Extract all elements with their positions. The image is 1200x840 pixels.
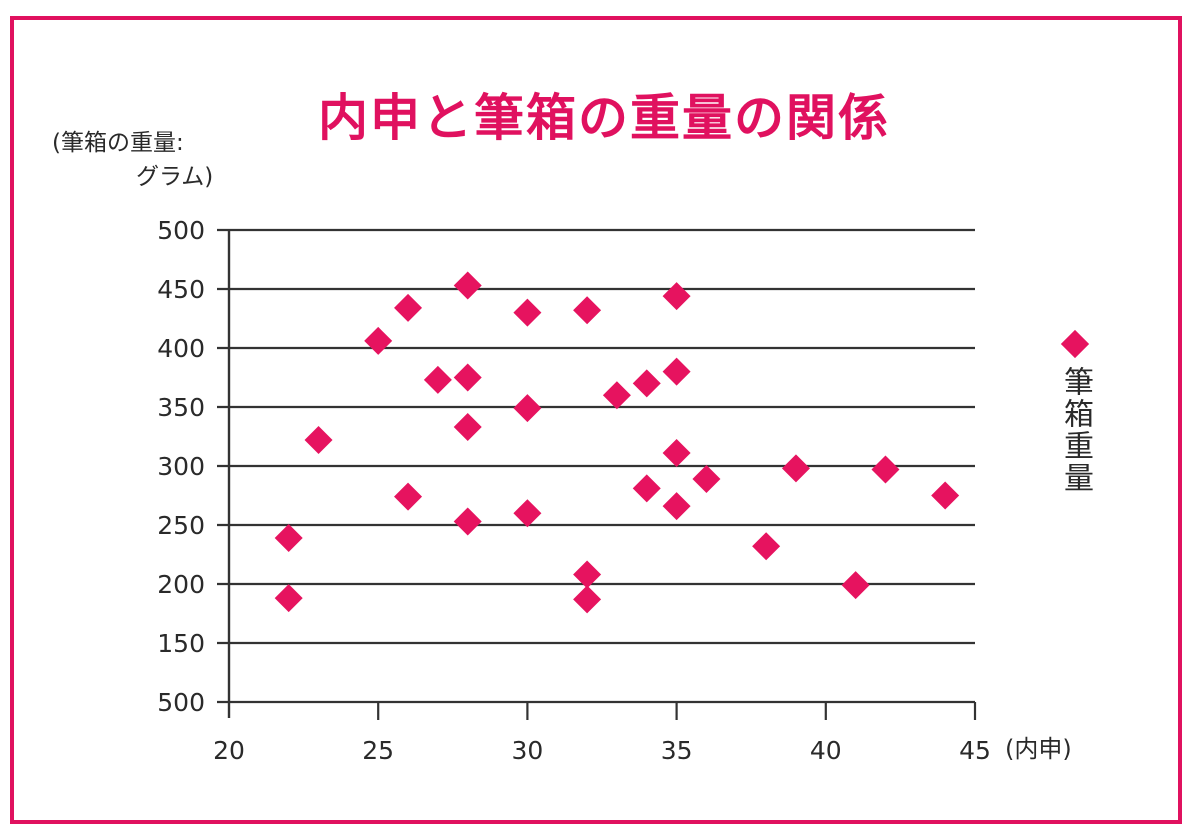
x-tick-label: 20 [213,736,245,765]
data-point-diamond-icon [513,298,542,327]
data-point-diamond-icon [453,507,482,536]
y-tick-labels: 500 450 400 350 300 250 200 150 500 [157,216,205,717]
x-tick-label: 40 [810,736,842,765]
data-point-diamond-icon [931,481,960,510]
data-points [274,271,960,614]
legend-diamond-icon [1060,329,1090,359]
legend-label: 筆箱重量 [1058,366,1093,494]
data-point-diamond-icon [841,571,870,600]
data-point-diamond-icon [692,464,721,493]
data-point-diamond-icon [632,369,661,398]
x-tick-label: 30 [511,736,543,765]
y-axis-label: (筆箱の重量: グラム) [52,126,252,194]
x-tick-label: 45 [959,736,991,765]
data-point-diamond-icon [573,585,602,614]
y-axis-label-line1: (筆箱の重量: [52,130,184,156]
x-tick-label: 35 [661,736,693,765]
data-point-diamond-icon [453,271,482,300]
data-point-diamond-icon [871,455,900,484]
gridlines [217,228,975,704]
data-point-diamond-icon [394,482,423,511]
y-tick-label: 400 [157,334,205,363]
data-point-diamond-icon [453,363,482,392]
y-tick-label: 250 [157,511,205,540]
data-point-diamond-icon [364,326,393,355]
x-tick-label: 25 [362,736,394,765]
legend: 筆箱重量 [1050,328,1100,494]
y-tick-label: 500 [157,216,205,245]
data-point-diamond-icon [662,357,691,386]
y-tick-label: 350 [157,393,205,422]
y-tick-label: 300 [157,452,205,481]
data-point-diamond-icon [602,381,631,410]
x-tick-labels: 20 25 30 35 40 45 [213,736,991,765]
data-point-diamond-icon [632,474,661,503]
y-tick-label: 200 [157,570,205,599]
data-point-diamond-icon [781,454,810,483]
data-point-diamond-icon [304,426,333,455]
data-point-diamond-icon [274,584,303,613]
x-axis-unit-label: (内申) [1005,735,1072,763]
data-point-diamond-icon [573,560,602,589]
chart-frame [10,16,1182,824]
chart-title: 内申と筆箱の重量の関係 [318,89,890,147]
data-point-diamond-icon [662,439,691,468]
data-point-diamond-icon [513,499,542,528]
axes [227,230,977,720]
data-point-diamond-icon [513,394,542,423]
y-tick-label: 500 [157,688,205,717]
y-tick-label: 450 [157,275,205,304]
data-point-diamond-icon [662,282,691,311]
y-tick-label: 150 [157,629,205,658]
data-point-diamond-icon [394,293,423,322]
data-point-diamond-icon [423,365,452,394]
data-point-diamond-icon [662,492,691,521]
data-point-diamond-icon [752,532,781,561]
data-point-diamond-icon [573,296,602,325]
y-axis-label-line2: グラム) [136,164,214,190]
data-point-diamond-icon [453,413,482,442]
data-point-diamond-icon [274,523,303,552]
